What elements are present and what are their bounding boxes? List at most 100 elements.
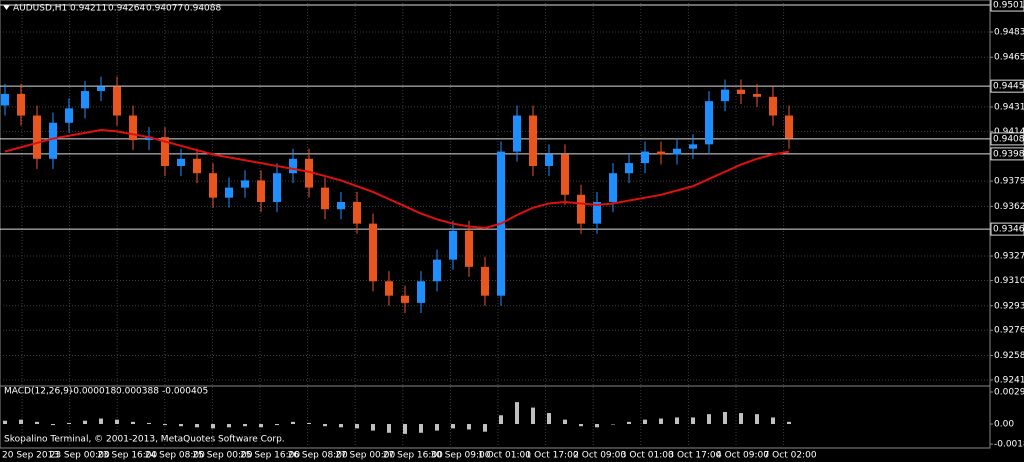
candle-body [737,89,745,94]
macd-bar [419,424,423,433]
candle-body [193,158,201,174]
candle-body [161,137,169,166]
macd-bar [259,424,263,428]
x-tick-label: 24 Sep 08:00 [145,451,205,461]
candle-body [465,230,473,267]
macd-bar [275,424,279,426]
candle-body [209,173,217,198]
macd-bar [627,421,631,425]
macd-value: 0.000388 [116,387,159,397]
candle-body [81,91,89,109]
candle-body [289,158,297,174]
macd-bar [659,418,663,425]
macd-bar [211,424,215,429]
candle-body [433,259,441,282]
candle-body [545,154,553,166]
candle-body [113,86,121,116]
macd-bar [387,424,391,433]
candle-body [225,187,233,198]
x-tick-label: 20 Sep 2013 [2,451,59,461]
candle-body [529,115,537,166]
macd-bar [723,411,727,425]
macd-bar [227,424,231,428]
y-tick-label: 0.93105 [994,276,1024,286]
level-box [990,79,1024,93]
x-tick-label: 7 Oct 02:00 [764,451,817,461]
macd-bar [467,424,471,430]
candle-body [401,295,409,303]
macd-bar [451,424,455,429]
macd-bar [339,424,343,428]
x-tick-label: 2 Oct 09:00 [573,451,626,461]
x-tick-label: 27 Sep 00:00 [335,451,395,461]
chart-title: AUDUSD,H1 [13,4,67,14]
macd-bar [787,421,791,425]
level-label: 0.93462 [993,225,1024,235]
candle-body [513,115,521,152]
macd-bar [3,420,7,425]
x-tick-label: 30 Sep 09:00 [430,451,490,461]
candle-body [481,266,489,296]
candle-body [145,137,153,141]
candle-body [753,93,761,97]
candle-body [33,115,41,159]
candle-body [577,194,585,224]
candle-body [241,180,249,188]
macd-bar [51,424,55,426]
candle-body [449,230,457,260]
x-tick-label: 23 Sep 16:00 [97,451,157,461]
macd-bar [531,407,535,425]
candle-body [417,281,425,303]
macd-tick-label: 0.00 [994,420,1014,430]
candle-body [65,108,73,123]
candle-body [705,101,713,145]
x-tick-label: 26 Sep 08:00 [288,451,348,461]
copyright: Skopalino Terminal, © 2001-2013, MetaQuo… [4,435,285,445]
macd-bar [291,421,295,425]
macd-bar [403,424,407,434]
macd-bar [643,419,647,425]
candle-body [385,281,393,296]
macd-bar [563,419,567,425]
level-label: 0.94088 [993,134,1024,144]
y-tick-label: 0.93795 [994,177,1024,187]
candle-body [177,158,185,166]
candle-body [769,96,777,116]
macd-bar [179,424,183,427]
x-tick-label: 3 Oct 01:00 [621,451,674,461]
macd-bar [579,424,583,427]
macd-bar [83,420,87,425]
header-value: 0.94077 [146,4,183,14]
macd-bar [595,424,599,428]
plot-frame [0,0,991,449]
macd-bar [323,424,327,427]
level-box [990,147,1024,161]
x-tick-label: 3 Oct 17:00 [668,451,721,461]
candle-body [321,187,329,210]
candle-body [273,173,281,203]
level-label: 0.93984 [993,149,1024,159]
y-tick-label: 0.94655 [994,53,1024,63]
macd-bar [163,424,167,426]
candle-body [305,158,313,188]
macd-bar [707,414,711,425]
candle-body [721,89,729,102]
macd-bar [515,402,519,425]
level-box [990,222,1024,236]
level-label: 0.94454 [993,82,1024,92]
macd-bar [499,415,503,425]
y-tick-label: 0.92585 [994,351,1024,361]
macd-bar [35,421,39,425]
candle-body [257,180,265,203]
macd-bar [19,419,23,425]
macd-bar [611,424,615,425]
candle-body [353,202,361,224]
macd-bar [307,422,311,425]
menu-arrow[interactable] [3,5,10,10]
macd-bar [483,424,487,432]
level-box [990,0,1024,12]
macd-bar [115,419,119,425]
